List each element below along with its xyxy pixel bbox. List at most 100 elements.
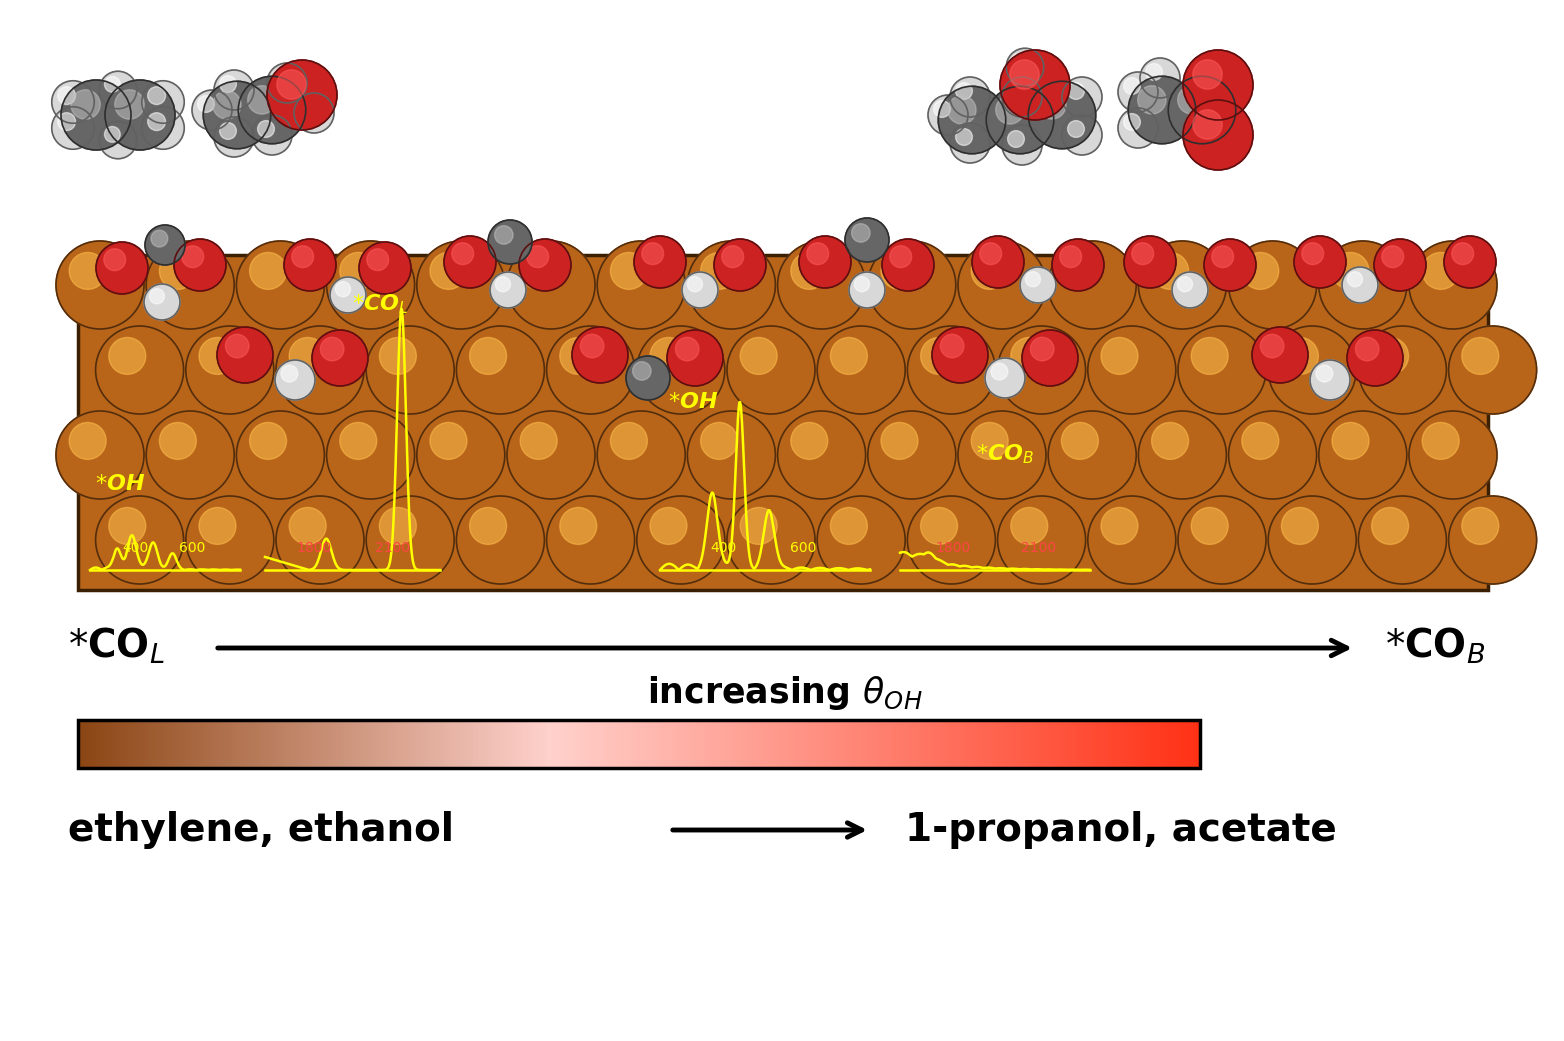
Circle shape [818, 326, 906, 414]
Bar [1004, 720, 1007, 768]
Bar [513, 720, 516, 768]
Circle shape [1140, 58, 1179, 98]
Bar [1134, 720, 1137, 768]
Bar [339, 720, 343, 768]
Bar [637, 720, 640, 768]
Circle shape [572, 327, 629, 383]
Bar [1195, 720, 1198, 768]
Bar [1168, 720, 1171, 768]
Bar [793, 720, 795, 768]
Bar [350, 720, 353, 768]
Circle shape [979, 243, 1001, 264]
Bar [385, 720, 388, 768]
Bar [1115, 720, 1118, 768]
Circle shape [1192, 507, 1228, 544]
Circle shape [1359, 496, 1447, 584]
Bar [795, 720, 798, 768]
Bar [910, 720, 913, 768]
Bar [1120, 720, 1123, 768]
Circle shape [277, 70, 307, 99]
Bar [1132, 720, 1135, 768]
Bar [228, 720, 230, 768]
Circle shape [1212, 246, 1234, 268]
Bar [633, 720, 637, 768]
Circle shape [469, 337, 507, 375]
Circle shape [949, 123, 990, 163]
Bar [400, 720, 402, 768]
Bar [671, 720, 674, 768]
Circle shape [882, 239, 934, 291]
Bar [482, 720, 485, 768]
Bar [258, 720, 260, 768]
Circle shape [289, 507, 327, 544]
Circle shape [1118, 108, 1157, 148]
Bar [784, 720, 785, 768]
Circle shape [651, 337, 687, 375]
Bar [99, 720, 102, 768]
Circle shape [868, 411, 956, 499]
Bar [330, 720, 333, 768]
Bar [1148, 720, 1151, 768]
Circle shape [1139, 242, 1226, 329]
Circle shape [452, 243, 474, 264]
Bar [1198, 720, 1201, 768]
Bar [1181, 720, 1184, 768]
Bar [987, 720, 990, 768]
Circle shape [219, 76, 236, 93]
Bar [723, 720, 726, 768]
Bar [1070, 720, 1071, 768]
Bar [522, 720, 526, 768]
Bar [777, 720, 780, 768]
Bar [718, 720, 721, 768]
Bar [461, 720, 465, 768]
Circle shape [1342, 266, 1378, 303]
Circle shape [626, 356, 669, 400]
Bar [663, 720, 666, 768]
Circle shape [940, 334, 963, 358]
Bar [834, 720, 837, 768]
Bar [1167, 720, 1170, 768]
Circle shape [490, 272, 526, 308]
Circle shape [250, 252, 286, 289]
Bar [701, 720, 704, 768]
Bar [549, 720, 552, 768]
Bar [117, 720, 120, 768]
Bar [1090, 720, 1093, 768]
Circle shape [380, 337, 416, 375]
Bar [1007, 720, 1010, 768]
Bar [960, 720, 963, 768]
Bar [335, 720, 338, 768]
Bar [901, 720, 904, 768]
Bar [688, 720, 690, 768]
Bar [1053, 720, 1056, 768]
Bar [291, 720, 294, 768]
Bar [694, 720, 698, 768]
Circle shape [1229, 242, 1317, 329]
Bar [881, 720, 884, 768]
Bar [235, 720, 238, 768]
Circle shape [1007, 130, 1024, 148]
Circle shape [1268, 326, 1356, 414]
Bar [106, 720, 109, 768]
Circle shape [791, 423, 827, 459]
Circle shape [1462, 337, 1498, 375]
Bar [891, 720, 895, 768]
Bar [771, 720, 774, 768]
Bar [931, 720, 934, 768]
Bar [81, 720, 84, 768]
Bar [1121, 720, 1125, 768]
Bar [130, 720, 133, 768]
Bar [452, 720, 455, 768]
Bar [450, 720, 454, 768]
Bar [765, 720, 768, 768]
Bar [1017, 720, 1020, 768]
Bar [762, 720, 765, 768]
Bar [848, 720, 851, 768]
Circle shape [1372, 337, 1409, 375]
Bar [114, 720, 116, 768]
Circle shape [1048, 411, 1135, 499]
Circle shape [494, 226, 513, 245]
Circle shape [217, 327, 274, 383]
Bar [486, 720, 488, 768]
Text: 400: 400 [710, 541, 737, 555]
